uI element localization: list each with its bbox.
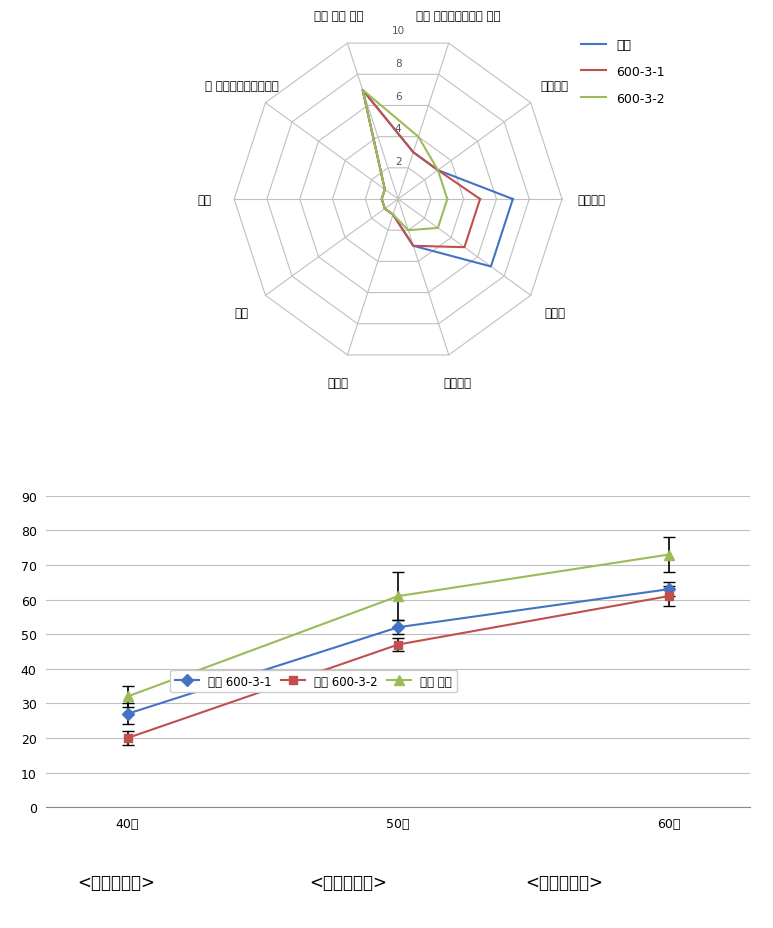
Text: 경엽구조: 경엽구조 xyxy=(577,193,605,206)
Text: 눈기부색: 눈기부색 xyxy=(444,377,472,390)
Text: 2: 2 xyxy=(395,157,401,167)
Text: <괴경비대기>: <괴경비대기> xyxy=(526,873,604,891)
Text: 10: 10 xyxy=(392,26,404,36)
Text: 육색: 육색 xyxy=(234,307,249,320)
Text: 8: 8 xyxy=(395,58,401,69)
Text: 6: 6 xyxy=(395,92,401,101)
Text: 화색: 화색 xyxy=(198,193,212,206)
Text: 표피색: 표피색 xyxy=(328,377,349,390)
Legend: 노지 600-3-1, 노지 600-3-2, 노지 수미: 노지 600-3-1, 노지 600-3-2, 노지 수미 xyxy=(170,670,457,692)
Legend: 수미, 600-3-1, 600-3-2: 수미, 600-3-1, 600-3-2 xyxy=(577,34,670,110)
Text: 생장모양: 생장모양 xyxy=(540,80,569,93)
Text: 꽃 안토시아닌착색정도: 꽃 안토시아닌착색정도 xyxy=(205,80,278,93)
Text: 줄기 날개 정도: 줄기 날개 정도 xyxy=(314,9,363,22)
Text: 눈깊이: 눈깊이 xyxy=(544,307,565,320)
Text: <괴경형성기>: <괴경형성기> xyxy=(309,873,387,891)
Text: <영양생장기>: <영양생장기> xyxy=(77,873,155,891)
Text: 4: 4 xyxy=(395,124,401,135)
Text: 줄기 안토시아닌착색 정도: 줄기 안토시아닌착색 정도 xyxy=(416,9,500,22)
